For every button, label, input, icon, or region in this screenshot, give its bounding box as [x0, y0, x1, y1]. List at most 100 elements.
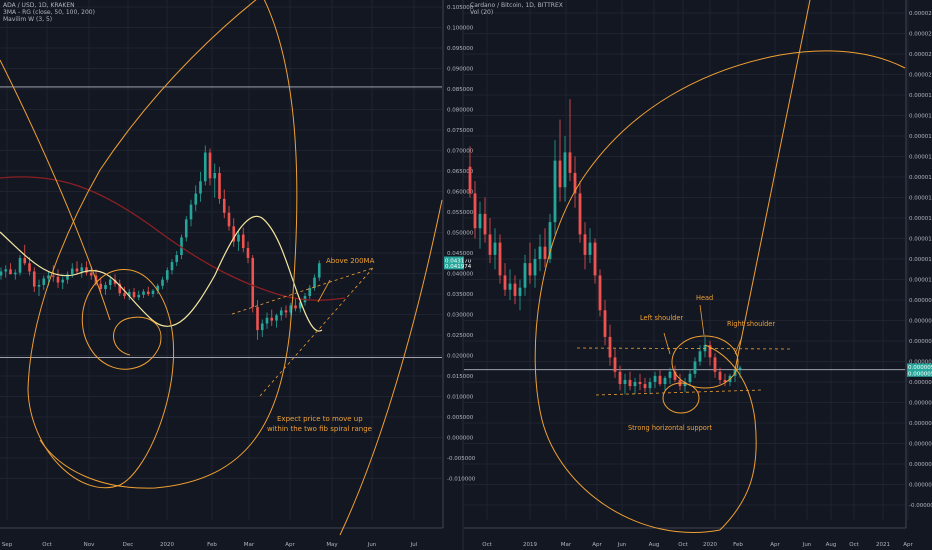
candle-body	[246, 248, 250, 258]
price-badge-label: 0.041974	[445, 264, 472, 270]
candle-body	[578, 193, 582, 235]
left-legend-mavilim[interactable]: Mavilim W (3, 5)	[3, 16, 53, 23]
candle-body	[508, 283, 512, 290]
candle-body	[146, 291, 150, 294]
ma-200-line	[0, 176, 346, 301]
right-panel: 0.00002300 0.00002200 0.00002100 0.00002000…	[464, 0, 932, 548]
candle-body	[633, 382, 637, 387]
candle-body	[32, 271, 36, 287]
candle-body	[663, 377, 667, 385]
candle-body	[488, 234, 492, 255]
price-badge	[444, 262, 464, 270]
x-tick-label: Nov	[84, 542, 95, 548]
y-tick-label: 0.015000	[447, 374, 474, 380]
candle-body	[568, 152, 572, 173]
candle-body	[513, 283, 517, 296]
x-tick-label: Mar	[561, 542, 572, 548]
candle-body	[0, 271, 3, 276]
y-tick-label: 0.055000	[447, 210, 474, 216]
candle-body	[693, 361, 697, 374]
y-tick-label: 0.00000300	[909, 421, 932, 427]
candle-body	[132, 291, 136, 298]
y-tick-label: 0.040000	[447, 272, 474, 278]
y-tick-label: 0.020000	[447, 354, 474, 360]
right-legend-symbol[interactable]: Cardano / Bitcoin, 1D, BITTREX	[470, 2, 563, 9]
y-tick-label: -0.00000100	[909, 503, 932, 509]
candle-body	[99, 283, 103, 290]
candle-body	[4, 269, 8, 272]
y-tick-label: 0.00002300	[909, 11, 932, 17]
candle-body	[538, 246, 542, 259]
candle-body	[518, 287, 522, 296]
candle-body	[18, 257, 22, 273]
candle-body	[208, 152, 212, 179]
y-tick-label: 0.00001300	[909, 216, 932, 222]
candle-body	[528, 263, 532, 276]
y-tick-label: 0.005000	[447, 415, 474, 421]
y-tick-label: -0.010000	[447, 477, 476, 483]
x-tick-label: Apr	[770, 542, 780, 548]
candle-body	[683, 382, 687, 387]
price-badge-label: 0.00000571	[908, 365, 932, 371]
candle-body	[643, 384, 647, 389]
candle-body	[227, 212, 231, 227]
price-badge	[907, 363, 932, 371]
candle-body	[203, 152, 207, 182]
candle-body	[284, 310, 288, 313]
candle-body	[673, 371, 677, 380]
left-chart-legend: ADA / USD, 1D, KRAKEN 3MA - RG (close, 5…	[3, 2, 95, 23]
head-circle	[671, 335, 739, 389]
x-tick-label: Sep	[2, 542, 13, 548]
mavilim-line	[0, 215, 323, 332]
price-badge	[907, 369, 932, 377]
y-tick-label: 0.045000	[447, 251, 474, 257]
candle-body	[232, 226, 236, 242]
candle-body	[189, 204, 193, 220]
candle-body	[628, 379, 632, 387]
price-badge-label: 0.043170	[445, 258, 472, 264]
x-tick-label: Oct	[678, 542, 688, 548]
y-tick-label: 0.00001800	[909, 114, 932, 120]
y-tick-label: -0.005000	[447, 456, 476, 462]
candles	[0, 145, 321, 340]
annotation-head: Head	[696, 294, 713, 302]
candle-body	[13, 272, 17, 275]
y-tick-label: 0.000000	[447, 436, 474, 442]
candle-body	[151, 290, 155, 294]
x-tick-label: Oct	[482, 542, 492, 548]
candle-body	[75, 268, 79, 272]
candle-body	[688, 373, 692, 382]
candle-body	[85, 267, 88, 273]
candle-body	[543, 246, 547, 259]
candle-body	[638, 382, 642, 385]
annotation-expect-line2: within the two fib spiral range	[267, 425, 372, 433]
head-arrow	[699, 304, 705, 336]
y-tick-label: 0.00001700	[909, 134, 932, 140]
candle-body	[533, 259, 537, 276]
candle-body	[708, 345, 712, 358]
x-tick-label: Aug	[649, 542, 660, 548]
right-legend-volume[interactable]: Vol (20)	[470, 9, 494, 16]
fib-spiral-inner	[704, 344, 757, 531]
candle-body	[256, 307, 259, 331]
x-tick-label: Jun	[802, 542, 812, 548]
y-tick-label: 0.00000700	[909, 339, 932, 345]
candle-body	[648, 382, 652, 389]
x-tick-label: Aug	[826, 542, 837, 548]
wedge-upper-line	[231, 267, 374, 315]
x-tick-label: Apr	[592, 542, 602, 548]
candle-body	[42, 278, 46, 285]
left-legend-ma[interactable]: 3MA - RG (close, 50, 100, 200)	[3, 9, 95, 16]
y-tick-label: 0.00001900	[909, 93, 932, 99]
candle-body	[573, 172, 577, 194]
candle-body	[70, 268, 74, 275]
candle-body	[313, 277, 316, 288]
y-tick-label: 0.00002100	[909, 52, 932, 58]
left-legend-symbol[interactable]: ADA / USD, 1D, KRAKEN	[3, 2, 75, 9]
candle-body	[28, 263, 31, 272]
candle-body	[56, 276, 60, 283]
y-tick-label: 0.00001400	[909, 196, 932, 202]
candle-body	[523, 263, 527, 288]
y-tick-label: 0.075000	[447, 128, 474, 134]
candle-body	[137, 294, 141, 298]
